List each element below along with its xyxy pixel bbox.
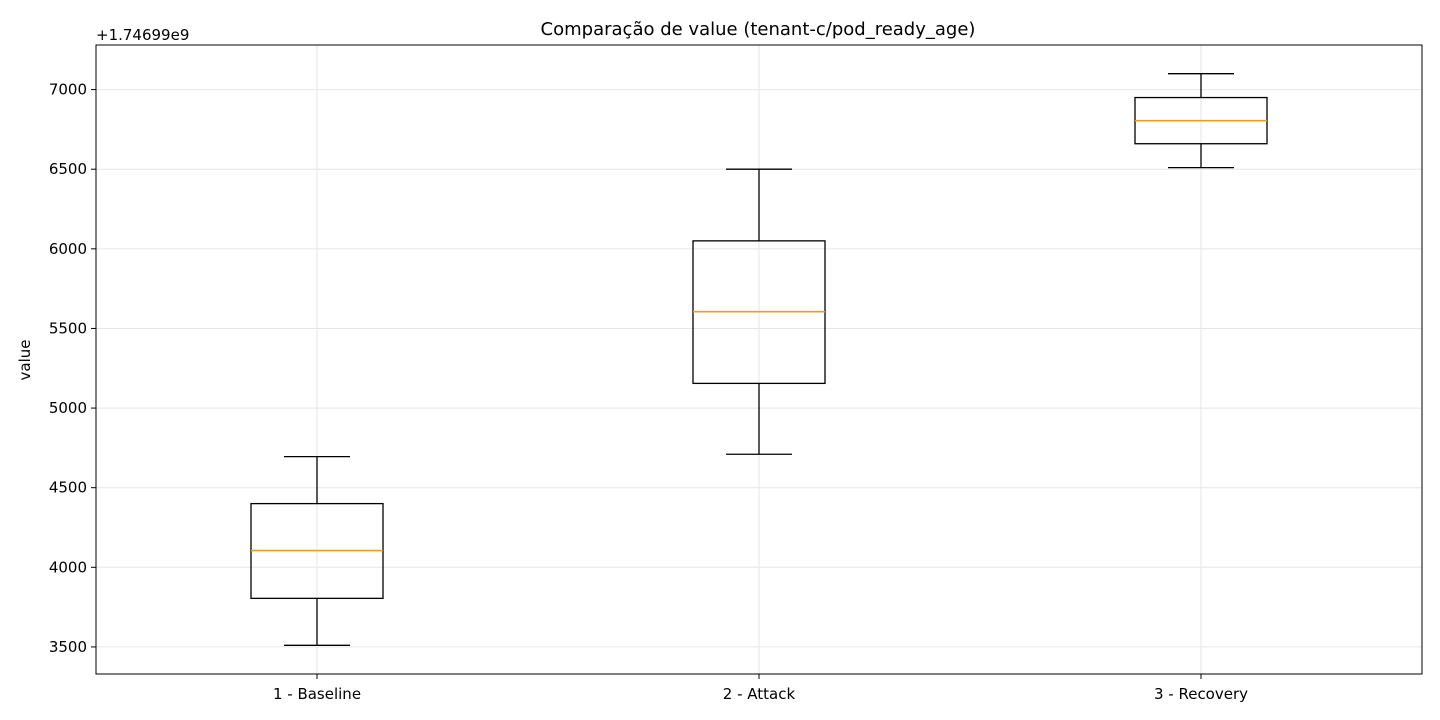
box-group	[692, 168, 826, 455]
y-tick-label: 4000	[49, 558, 87, 576]
x-tick-label: 1 - Baseline	[273, 685, 361, 703]
y-tick-label: 3500	[49, 638, 87, 656]
y-tick-label: 5000	[49, 399, 87, 417]
axes: 3500 4000 4500 5000 5500 6000 6500 7000 1 - Base…	[49, 44, 1423, 703]
y-tick-label: 4500	[49, 479, 87, 497]
box-series	[250, 73, 1268, 646]
box-group	[1134, 73, 1268, 169]
y-tick-label: 7000	[49, 81, 87, 99]
y-tick-label: 5500	[49, 319, 87, 337]
grid-lines	[96, 45, 1422, 674]
box-group	[250, 455, 384, 646]
y-tick-label: 6500	[49, 160, 87, 178]
x-tick-label: 2 - Attack	[723, 685, 796, 703]
y-axis-label: value	[16, 340, 34, 381]
y-tick-label: 6000	[49, 240, 87, 258]
x-tick-label: 3 - Recovery	[1154, 685, 1248, 703]
y-offset-label: +1.74699e9	[96, 26, 189, 44]
chart-title: Comparação de value (tenant-c/pod_ready_…	[541, 19, 976, 40]
